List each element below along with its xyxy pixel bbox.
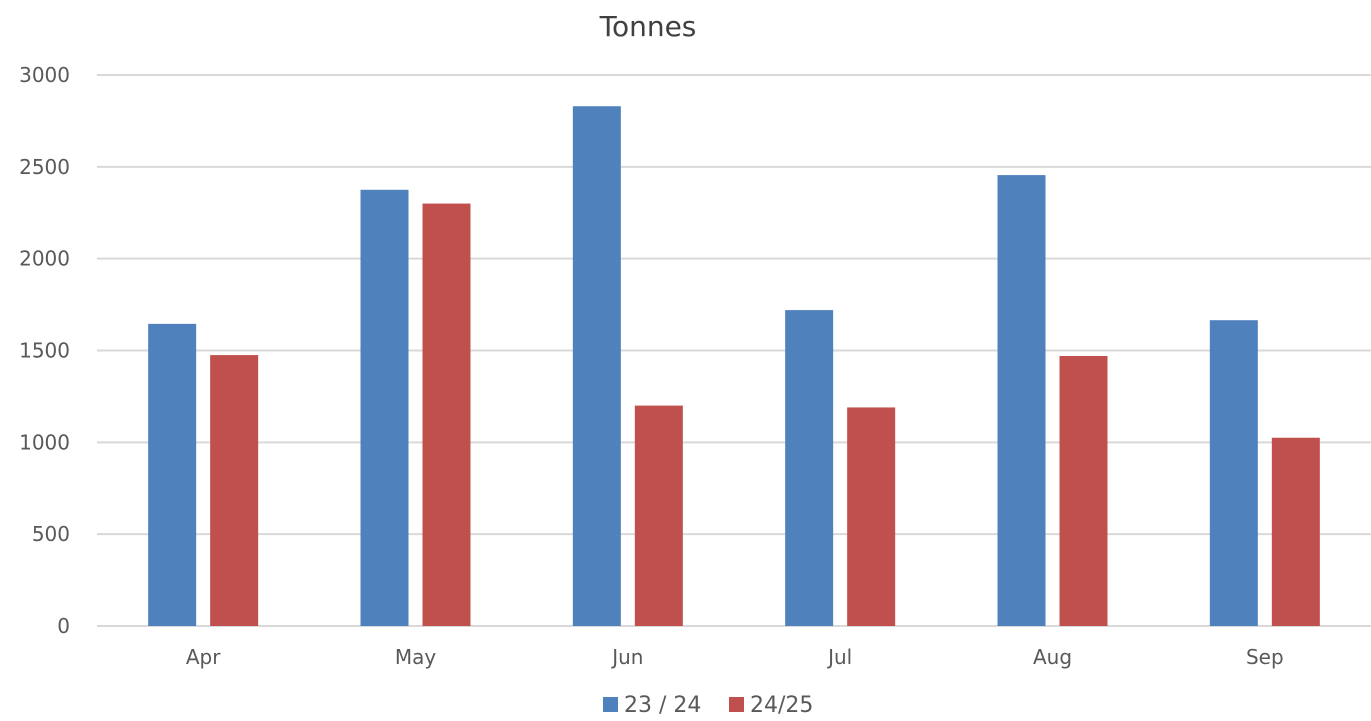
y-tick-label: 2500 [19, 155, 70, 179]
bar-jun-series-2 [634, 405, 683, 626]
bars [148, 106, 1320, 627]
legend-swatch-series-1 [603, 697, 618, 712]
x-tick-label: Jul [826, 645, 852, 669]
y-tick-label: 500 [32, 522, 70, 546]
y-tick-label: 2000 [19, 247, 70, 271]
x-tick-label: Aug [1033, 645, 1072, 669]
legend: 23 / 24 24/25 [603, 693, 813, 718]
x-tick-label: Sep [1246, 645, 1284, 669]
bar-jul-series-2 [847, 407, 896, 626]
y-tick-label: 1500 [19, 339, 70, 363]
y-axis-ticks: 0 500 1000 1500 2000 2500 3000 [19, 63, 70, 638]
y-tick-label: 0 [57, 614, 70, 638]
bar-aug-series-2 [1059, 356, 1108, 626]
bar-apr-series-2 [210, 355, 259, 626]
bar-jun-series-1 [572, 106, 621, 627]
bar-sep-series-2 [1271, 437, 1320, 626]
legend-swatch-series-2 [729, 697, 744, 712]
bar-jul-series-1 [785, 310, 834, 626]
bar-sep-series-1 [1209, 320, 1258, 626]
legend-label-series-2: 24/25 [750, 693, 813, 718]
bar-may-series-2 [422, 203, 471, 627]
chart-title: Tonnes [599, 10, 697, 43]
y-tick-label: 3000 [19, 63, 70, 87]
bar-apr-series-1 [148, 323, 197, 626]
legend-label-series-1: 23 / 24 [624, 693, 701, 718]
x-tick-label: Jun [610, 645, 643, 669]
x-tick-label: May [395, 645, 437, 669]
x-axis-ticks: Apr May Jun Jul Aug Sep [186, 645, 1284, 669]
bar-may-series-1 [360, 189, 409, 626]
bar-aug-series-1 [997, 175, 1046, 626]
y-tick-label: 1000 [19, 430, 70, 454]
gridlines [97, 74, 1371, 627]
x-tick-label: Apr [186, 645, 221, 669]
